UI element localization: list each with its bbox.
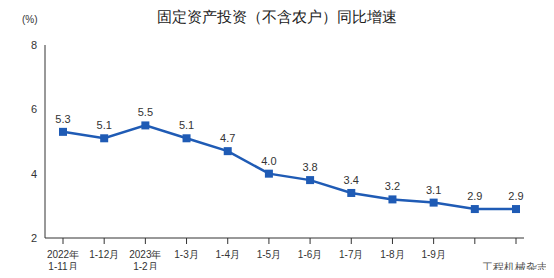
svg-text:1-12月: 1-12月 <box>89 249 119 260</box>
svg-text:1-5月: 1-5月 <box>257 249 281 260</box>
svg-text:1-4月: 1-4月 <box>216 249 240 260</box>
svg-text:3.2: 3.2 <box>385 180 400 192</box>
svg-text:2023年1-2月: 2023年1-2月 <box>129 249 161 270</box>
svg-text:2.9: 2.9 <box>508 190 523 202</box>
svg-text:2.9: 2.9 <box>467 190 482 202</box>
html-text:固定资产投资（不含农户）同比增速: 固定资产投资（不含农户）同比增速 <box>157 8 397 25</box>
svg-text:5.5: 5.5 <box>138 106 153 118</box>
svg-text:3.8: 3.8 <box>302 161 317 173</box>
svg-text:1-3月: 1-3月 <box>174 249 198 260</box>
svg-text:1-8月: 1-8月 <box>380 249 404 260</box>
svg-text:5.1: 5.1 <box>179 119 194 131</box>
html-text:工程机械杂志: 工程机械杂志 <box>482 261 548 273</box>
svg-text:3.4: 3.4 <box>344 174 359 186</box>
svg-text:1-9月: 1-9月 <box>421 249 445 260</box>
svg-text:2022年1-11月: 2022年1-11月 <box>47 249 79 270</box>
svg-text:4.0: 4.0 <box>261 155 276 167</box>
svg-text:4.7: 4.7 <box>220 132 235 144</box>
svg-text:6: 6 <box>31 103 37 115</box>
svg-text:8: 8 <box>31 39 37 51</box>
svg-text:1-6月: 1-6月 <box>298 249 322 260</box>
svg-text:4: 4 <box>31 168 37 180</box>
svg-text:2: 2 <box>31 232 37 244</box>
svg-text:1-7月: 1-7月 <box>339 249 363 260</box>
svg-text:5.3: 5.3 <box>55 113 70 125</box>
svg-text:5.1: 5.1 <box>97 119 112 131</box>
svg-text:3.1: 3.1 <box>426 184 441 196</box>
